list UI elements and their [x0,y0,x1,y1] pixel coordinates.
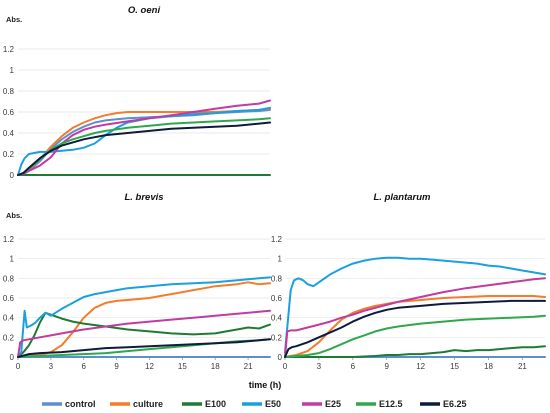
x-tick-label: 12 [145,362,154,371]
x-tick-label: 3 [49,362,54,371]
legend-label: E25 [325,399,341,409]
x-tick-label: 0 [283,362,288,371]
y-tick-label: 1.2 [3,235,15,244]
y-tick-label: 0 [278,353,283,362]
chart-title: L. plantarum [373,192,431,203]
series-line-e50 [17,106,271,176]
legend-label: culture [133,399,163,409]
y-tick-label: 1 [10,255,15,264]
x-tick-label: 3 [317,362,322,371]
chart-panel-2: 0 0.2 0.4 0.6 0.8 1 1.2 0 3 6 9 12 15 18 21 L. plantaru… [271,192,546,371]
y-tick-label: 1.2 [3,45,15,54]
y-tick-label: 0 [10,353,15,362]
series-line-e12-5 [284,314,546,358]
series-line-culture [284,295,546,358]
legend: control culture E100 E50 E25 E12.5 E6.25 [42,399,467,409]
y-tick-label: 0.6 [271,294,283,303]
y-tick-label: 0.2 [3,150,15,159]
series-line-e50 [17,276,271,358]
legend-label: E50 [265,399,281,409]
y-tick-label: 1 [278,255,283,264]
chart-panel-0: 0 0.2 0.4 0.6 0.8 1 1.2 O. oeni Abs. [3,5,271,180]
legend-label: E100 [205,399,226,409]
x-tick-label: 0 [16,362,21,371]
y-axis-label: Abs. [6,15,22,24]
y-tick-label: 0.2 [271,333,283,342]
series-line-e25 [17,309,271,358]
x-tick-label: 21 [244,362,253,371]
series-line-e6-25 [284,299,546,358]
y-tick-label: 0.6 [3,294,15,303]
y-tick-label: 0.4 [3,314,15,323]
x-tick-label: 18 [211,362,220,371]
x-tick-label: 18 [484,362,493,371]
series-line-e6-25 [17,121,271,176]
x-tick-label: 15 [178,362,187,371]
x-axis-label: time (h) [249,380,282,390]
series-line-e25 [284,277,546,358]
x-tick-label: 21 [518,362,527,371]
chart-panel-1: 0 0.2 0.4 0.6 0.8 1 1.2 0 3 6 9 12 15 18 21 L. brevis Ab… [3,192,271,371]
x-tick-label: 9 [114,362,119,371]
legend-label: E12.5 [379,399,403,409]
y-tick-label: 1.2 [271,235,283,244]
y-tick-label: 0.4 [3,129,15,138]
chart-title: O. oeni [128,5,161,16]
x-tick-label: 9 [385,362,390,371]
chart-title: L. brevis [124,192,163,203]
y-tick-label: 0.8 [3,87,15,96]
series-line-e6-25 [17,338,271,358]
x-tick-label: 12 [416,362,425,371]
legend-label: E6.25 [443,399,467,409]
y-tick-label: 1 [10,66,15,75]
x-tick-label: 6 [82,362,87,371]
legend-label: control [65,399,96,409]
series-line-e50 [284,256,546,354]
y-tick-label: 0.4 [271,314,283,323]
x-tick-label: 15 [450,362,459,371]
y-tick-label: 0.6 [3,108,15,117]
series-line-culture [17,281,271,358]
series-line-e100 [284,345,546,358]
y-tick-label: 0.8 [3,274,15,283]
y-tick-label: 0.8 [271,274,283,283]
series-line-e25 [17,99,271,176]
y-tick-label: 0 [10,171,15,180]
y-tick-label: 0.2 [3,333,15,342]
y-axis-label: Abs. [6,211,22,220]
x-tick-label: 6 [351,362,356,371]
